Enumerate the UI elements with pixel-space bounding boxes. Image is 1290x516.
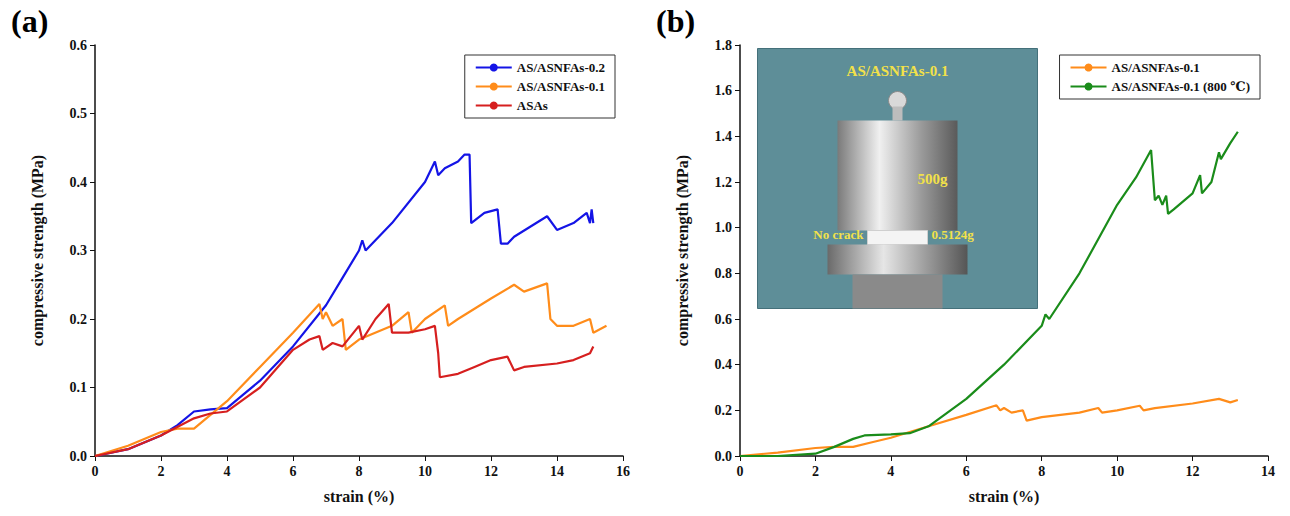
svg-text:0.8: 0.8 <box>715 266 733 281</box>
svg-text:16: 16 <box>616 464 630 479</box>
svg-text:14: 14 <box>1261 464 1275 479</box>
svg-text:1.8: 1.8 <box>715 38 733 53</box>
svg-text:0.2: 0.2 <box>715 403 733 418</box>
svg-text:0.6: 0.6 <box>70 38 88 53</box>
svg-text:compressive strength (MPa): compressive strength (MPa) <box>674 155 692 346</box>
svg-text:4: 4 <box>224 464 231 479</box>
svg-text:1.6: 1.6 <box>715 83 733 98</box>
svg-text:12: 12 <box>484 464 498 479</box>
svg-text:AS/ASNFAs-0.1: AS/ASNFAs-0.1 <box>847 63 949 79</box>
svg-text:4: 4 <box>887 464 894 479</box>
svg-text:0.1: 0.1 <box>70 380 88 395</box>
svg-text:ASAs: ASAs <box>517 98 548 113</box>
svg-text:AS/ASNFAs-0.2: AS/ASNFAs-0.2 <box>517 60 605 75</box>
svg-text:1.4: 1.4 <box>715 129 733 144</box>
svg-text:0.5124g: 0.5124g <box>932 227 975 242</box>
svg-text:(b): (b) <box>656 3 695 39</box>
svg-text:0.0: 0.0 <box>715 449 733 464</box>
svg-text:0.2: 0.2 <box>70 312 88 327</box>
svg-text:strain (%): strain (%) <box>324 488 395 506</box>
svg-text:6: 6 <box>963 464 970 479</box>
svg-text:2: 2 <box>812 464 819 479</box>
svg-text:500g: 500g <box>918 171 949 187</box>
svg-text:6: 6 <box>290 464 297 479</box>
svg-text:8: 8 <box>1038 464 1045 479</box>
svg-text:(a): (a) <box>11 3 48 39</box>
svg-text:0.6: 0.6 <box>715 312 733 327</box>
svg-text:0: 0 <box>92 464 99 479</box>
svg-text:10: 10 <box>1110 464 1124 479</box>
svg-text:0.3: 0.3 <box>70 243 88 258</box>
svg-text:AS/ASNFAs-0.1: AS/ASNFAs-0.1 <box>517 79 605 94</box>
svg-text:8: 8 <box>356 464 363 479</box>
svg-text:12: 12 <box>1186 464 1200 479</box>
svg-text:AS/ASNFAs-0.1: AS/ASNFAs-0.1 <box>1112 60 1200 75</box>
svg-text:0.4: 0.4 <box>715 357 733 372</box>
svg-text:0.4: 0.4 <box>70 175 88 190</box>
svg-text:14: 14 <box>550 464 564 479</box>
svg-text:No crack: No crack <box>813 227 864 242</box>
svg-text:2: 2 <box>158 464 165 479</box>
svg-text:0: 0 <box>737 464 744 479</box>
svg-text:strain (%): strain (%) <box>969 488 1040 506</box>
svg-text:1.0: 1.0 <box>715 220 733 235</box>
svg-text:AS/ASNFAs-0.1 (800 ℃): AS/ASNFAs-0.1 (800 ℃) <box>1112 79 1250 94</box>
svg-text:10: 10 <box>418 464 432 479</box>
svg-text:compressive strength (MPa): compressive strength (MPa) <box>29 155 47 346</box>
svg-text:0.0: 0.0 <box>70 449 88 464</box>
svg-text:0.5: 0.5 <box>70 106 88 121</box>
svg-text:1.2: 1.2 <box>715 175 733 190</box>
